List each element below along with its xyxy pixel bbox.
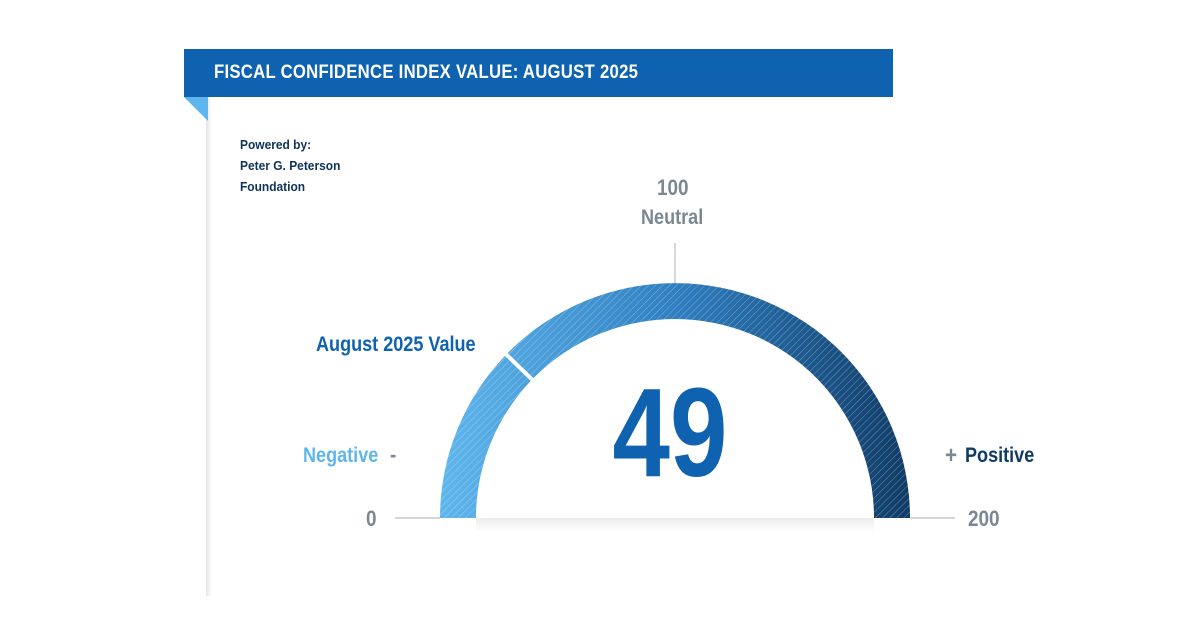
chart-title: FISCAL CONFIDENCE INDEX VALUE: AUGUST 20… [214,62,639,83]
card-shadow [206,96,212,596]
neutral-label: Neutral [641,206,704,229]
tick-label-min: 0 [366,506,377,531]
gauge-value: 49 [613,363,728,503]
title-bar: FISCAL CONFIDENCE INDEX VALUE: AUGUST 20… [184,49,893,97]
negative-sign: - [390,442,397,467]
credit-block: Powered by: Peter G. Peterson Foundation [240,134,340,197]
tick-label-max: 200 [968,506,1000,531]
positive-label: Positive [965,444,1035,467]
positive-sign: + [945,442,958,469]
title-fold [184,97,208,121]
value-label: August 2025 Value [316,333,476,356]
negative-label: Negative [303,444,379,467]
tick-label-mid: 100 [657,175,689,200]
value-marker [503,351,535,383]
gauge-arc-texture [440,283,910,518]
credit-line-2: Peter G. Peterson [240,158,341,173]
credit-line-3: Foundation [240,179,306,194]
credit-line-1: Powered by: [240,137,312,152]
arc-base-shade [476,518,874,532]
